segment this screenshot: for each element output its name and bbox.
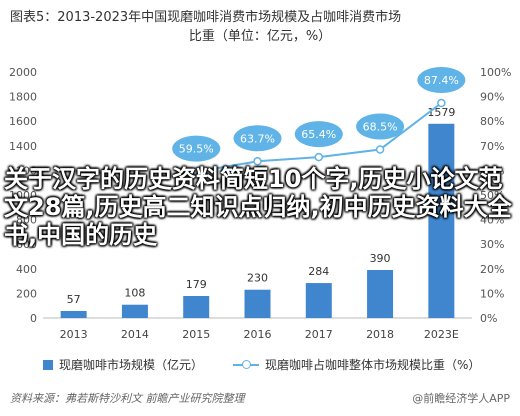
bar	[305, 283, 332, 318]
line-value-label: 68.5%	[363, 120, 398, 133]
x-tick-label: 2023E	[424, 328, 459, 341]
x-tick-label: 2018	[366, 328, 394, 341]
line-value-bubble	[233, 125, 282, 152]
overlay-text: 关于汉字的历史资料简短10个字,历史小论文范文28篇,历史高二知识点归纳,初中历…	[4, 165, 512, 249]
x-tick-label: 2013	[60, 328, 88, 341]
bar-value-label: 390	[370, 252, 391, 265]
right-tick-label: 100%	[480, 66, 511, 79]
line-point	[253, 157, 262, 166]
legend-item-line: 现磨咖啡占咖啡整体市场规模比重（%）	[233, 356, 480, 373]
bar-value-label: 179	[186, 278, 207, 291]
legend-item-bar: 现磨咖啡市场规模（亿元）	[43, 356, 203, 373]
right-tick-label: 80%	[480, 115, 504, 128]
bar	[183, 295, 210, 318]
source-note: 资料来源：弗若斯特沙利文 前瞻产业研究院整理	[10, 392, 245, 405]
title-line1: 图表5：2013-2023年中国现磨咖啡消费市场规模及占咖啡消费市场	[10, 10, 402, 25]
x-tick-label: 2017	[305, 328, 333, 341]
legend-label-bar: 现磨咖啡市场规模（亿元）	[59, 358, 204, 372]
left-tick-label: 0	[30, 312, 37, 325]
left-tick-label: 1000	[9, 189, 37, 202]
line-value-bubble	[356, 113, 405, 140]
line-value-label: 65.4%	[301, 128, 336, 141]
line-point	[375, 145, 385, 154]
x-tick-label: 2014	[121, 328, 149, 341]
right-tick-label: 90%	[480, 91, 504, 104]
bar	[121, 304, 148, 318]
line-value-bubble	[294, 121, 343, 148]
line-value-bubble	[172, 135, 221, 162]
title-line2: 比重（单位：亿元，%）	[188, 29, 332, 44]
x-tick-label: 2015	[182, 328, 210, 341]
legend-label-line: 现磨咖啡占咖啡整体市场规模比重（%）	[265, 358, 481, 372]
left-tick-label: 1200	[9, 164, 37, 177]
left-tick-label: 800	[16, 214, 37, 227]
bar-value-label: 230	[247, 272, 268, 285]
bar	[244, 289, 271, 318]
bar-value-label: 1579	[427, 106, 455, 119]
left-tick-label: 200	[16, 287, 37, 300]
line-value-label: 87.4%	[424, 74, 459, 87]
bar-value-label: 284	[308, 265, 329, 278]
x-tick-label: 2016	[244, 328, 272, 341]
bar	[367, 270, 394, 318]
left-tick-label: 1400	[9, 140, 37, 153]
legend-swatch-bar	[43, 359, 53, 370]
line-value-label: 63.7%	[240, 132, 275, 145]
line-point	[314, 152, 324, 162]
right-tick-label: 50%	[480, 189, 504, 202]
right-tick-label: 10%	[480, 287, 504, 300]
left-tick-label: 1800	[9, 91, 37, 104]
right-tick-label: 40%	[480, 214, 504, 227]
right-tick-label: 30%	[480, 238, 504, 251]
right-tick-label: 70%	[480, 140, 504, 153]
right-tick-label: 60%	[480, 164, 504, 177]
line-value-label: 59.5%	[179, 143, 214, 156]
left-tick-label: 1600	[9, 115, 37, 128]
bar-value-label: 108	[124, 287, 145, 300]
left-tick-label: 400	[16, 263, 37, 276]
bar-value-label: 57	[67, 293, 81, 306]
left-tick-label: 600	[16, 238, 37, 251]
line-point	[437, 98, 446, 108]
bar	[60, 310, 87, 318]
right-tick-label: 0%	[480, 312, 497, 325]
left-tick-label: 2000	[9, 66, 37, 79]
right-tick-label: 20%	[480, 263, 504, 276]
brand-label: @前瞻经济学人APP	[412, 392, 510, 405]
chart-title: 图表5：2013-2023年中国现磨咖啡消费市场规模及占咖啡消费市场 比重（单位…	[10, 8, 510, 46]
bar	[428, 123, 455, 319]
line-value-bubble	[417, 66, 466, 93]
line-point	[191, 167, 201, 176]
legend-swatch-line	[233, 359, 259, 369]
